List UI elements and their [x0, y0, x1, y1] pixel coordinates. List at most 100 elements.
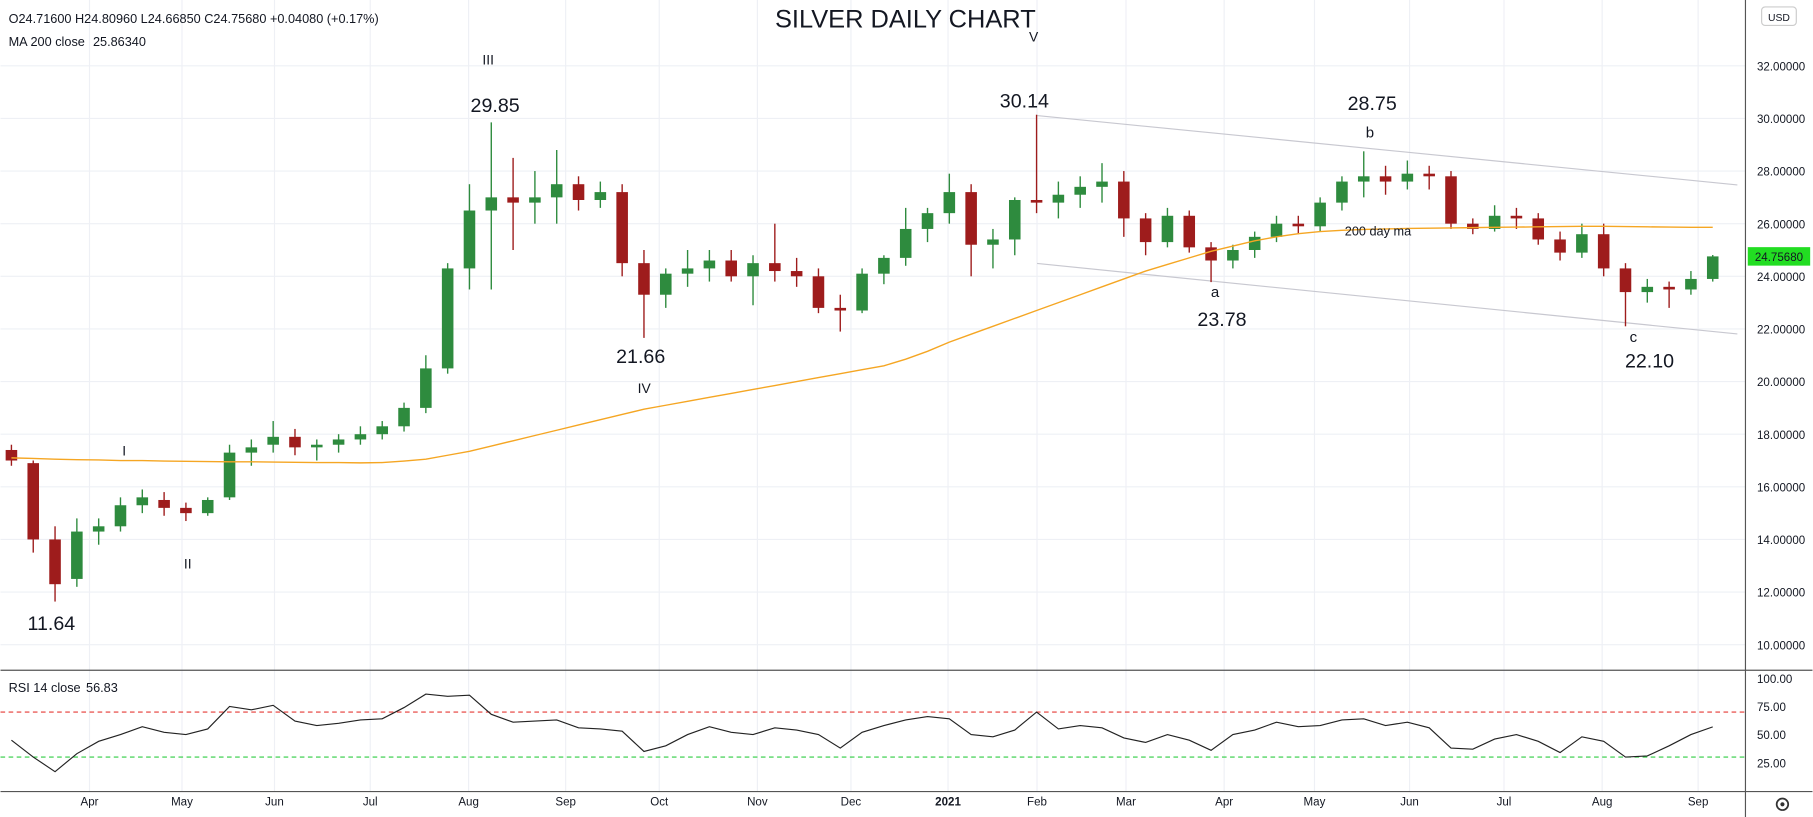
x-tick-label: Sep — [1688, 796, 1709, 808]
candle-body — [616, 192, 628, 264]
y-tick-label: 100.00 — [1757, 674, 1792, 686]
candle-body — [1008, 199, 1021, 240]
y-tick-label: 20.00000 — [1757, 377, 1805, 389]
candle-body — [332, 439, 345, 445]
candle-body — [899, 228, 912, 258]
labels: Apr May Jun Jul Aug Sep Oct Nov Dec 2021 Feb Mar Apr… — [28, 29, 1811, 808]
candle-body — [1183, 215, 1196, 248]
y-tick-label: 25.00 — [1757, 758, 1786, 770]
candle-body — [594, 192, 607, 200]
annotation: 22.10 — [1625, 350, 1674, 372]
currency-button[interactable]: USD — [1761, 6, 1797, 27]
annotation: 30.14 — [1000, 90, 1049, 112]
candle-body — [49, 539, 61, 585]
candle-body — [1336, 181, 1348, 203]
candle-body — [943, 192, 956, 214]
candle-body — [572, 184, 585, 200]
ma-line — [11, 225, 1713, 464]
ma-legend-value: 25.86340 — [93, 34, 146, 49]
annotation: 21.66 — [616, 346, 665, 368]
x-tick-label: Feb — [1027, 796, 1047, 808]
candle-body — [834, 307, 847, 311]
candle-body — [1227, 249, 1239, 261]
y-tick-label: 26.00000 — [1757, 219, 1805, 231]
candle-body — [638, 263, 650, 295]
candle-body — [659, 273, 672, 295]
annotation: b — [1366, 125, 1374, 142]
candle-body — [1074, 186, 1086, 195]
ohlc-legend: O24.71600 H24.80960 L24.66850 C24.75680 … — [9, 11, 379, 26]
x-tick-label: Aug — [1592, 796, 1613, 808]
annotation: V — [1029, 29, 1039, 45]
candle-body — [71, 531, 83, 579]
annotation: III — [482, 52, 494, 68]
channel-line — [1037, 114, 1738, 186]
ma-label: 200 day ma — [1345, 224, 1412, 239]
x-tick-label: Sep — [555, 796, 576, 808]
candle-body — [1270, 223, 1283, 237]
annotation: IV — [638, 380, 652, 396]
settings-button[interactable] — [1775, 797, 1790, 811]
candle-body — [1314, 202, 1326, 227]
candle-body — [790, 271, 803, 277]
candle-body — [529, 197, 541, 203]
candle-body — [1379, 176, 1392, 182]
marks — [5, 114, 1719, 773]
annotation: 29.85 — [471, 95, 520, 117]
x-tick-label: Jul — [1497, 796, 1512, 808]
candle-body — [921, 213, 934, 229]
y-tick-label: 14.00000 — [1757, 535, 1805, 547]
candle-body — [1096, 181, 1108, 187]
candle-body — [1663, 286, 1675, 290]
candle-body — [681, 268, 694, 274]
candle-body — [1161, 215, 1174, 243]
candle-body — [1139, 218, 1152, 243]
candle-body — [114, 505, 127, 527]
candle-body — [1401, 173, 1414, 182]
x-tick-label: May — [1304, 796, 1326, 808]
candle-body — [1030, 199, 1043, 203]
candle-body — [136, 497, 149, 506]
candle-body — [703, 260, 716, 269]
y-tick-label: 12.00000 — [1757, 588, 1805, 600]
annotation: 28.75 — [1348, 93, 1397, 115]
candle-body — [856, 273, 868, 311]
last-price-label: 24.75680 — [1755, 252, 1803, 264]
currency-label[interactable]: USD — [1768, 13, 1790, 24]
x-tick-label: Oct — [650, 796, 669, 808]
candle-body — [878, 257, 890, 274]
x-tick-label: Mar — [1116, 796, 1136, 808]
candle-body — [1685, 278, 1697, 290]
candle-body — [158, 499, 170, 508]
annotation: c — [1630, 329, 1638, 346]
rsi-legend-value: 56.83 — [86, 680, 118, 695]
rsi-legend: RSI 14 close — [9, 680, 81, 695]
candle-body — [987, 239, 999, 245]
gear[interactable] — [1775, 797, 1790, 811]
candle-body — [463, 210, 476, 269]
candle-body — [1488, 215, 1501, 229]
currency-box[interactable] — [1761, 6, 1797, 27]
gear-hub[interactable] — [1780, 802, 1785, 807]
candle-body — [1641, 286, 1654, 293]
annotation: II — [184, 556, 192, 572]
x-tick-label: Apr — [81, 796, 99, 808]
candle-body — [550, 184, 563, 198]
candle-body — [747, 263, 759, 277]
y-tick-label: 32.00000 — [1757, 61, 1805, 73]
y-tick-label: 75.00 — [1757, 702, 1786, 714]
candle-body — [420, 368, 432, 408]
annotation: 11.64 — [28, 613, 76, 635]
candle-body — [1445, 176, 1457, 224]
candle-body — [1554, 239, 1566, 253]
y-tick-label: 50.00 — [1757, 730, 1786, 742]
x-tick-label: 2021 — [935, 796, 961, 808]
candle-body — [27, 463, 40, 540]
candle-body — [1619, 268, 1632, 293]
y-tick-label: 18.00000 — [1757, 430, 1805, 442]
candle-body — [1205, 247, 1217, 261]
candle-body — [1706, 256, 1719, 279]
